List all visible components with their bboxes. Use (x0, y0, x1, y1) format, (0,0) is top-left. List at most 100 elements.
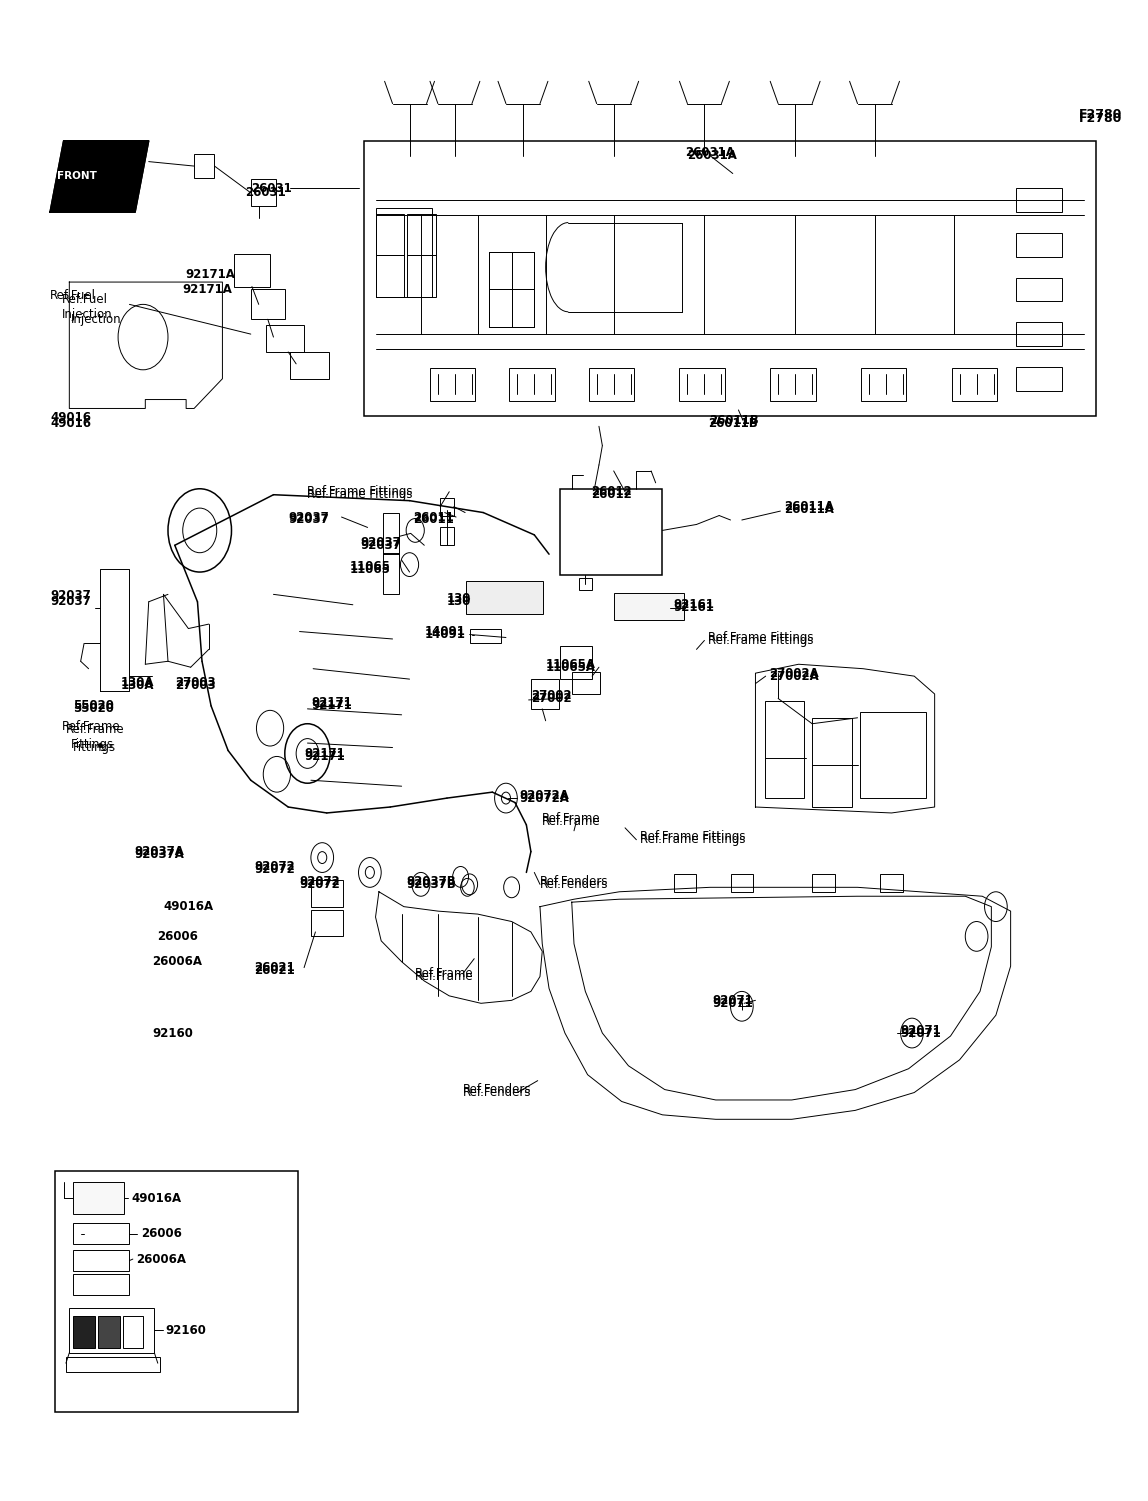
Text: 130: 130 (447, 596, 472, 608)
Bar (364, 141, 1095, 416)
Bar (510, 368, 554, 401)
Text: 92072: 92072 (254, 860, 295, 874)
Text: 92037B: 92037B (406, 875, 456, 889)
Bar (123, 1315, 144, 1348)
Bar (489, 290, 512, 327)
Bar (250, 180, 276, 206)
Bar (674, 874, 697, 892)
Text: Ref.Frame Fittings: Ref.Frame Fittings (308, 488, 413, 501)
Text: 92171: 92171 (304, 747, 344, 760)
Bar (952, 368, 996, 401)
Text: 11065A: 11065A (545, 657, 596, 671)
Text: 92071: 92071 (713, 997, 753, 1010)
Text: Injection: Injection (70, 312, 121, 326)
Text: 11065: 11065 (349, 560, 390, 572)
Text: 26006A: 26006A (153, 955, 202, 968)
Text: 92037: 92037 (51, 596, 91, 608)
Text: Ref.Fenders: Ref.Fenders (463, 1087, 532, 1099)
Text: 55020: 55020 (72, 699, 114, 713)
Text: 92037B: 92037B (406, 878, 456, 890)
Text: 26011B: 26011B (708, 417, 758, 429)
Bar (55, 1171, 298, 1412)
Bar (812, 874, 835, 892)
Text: 92037: 92037 (288, 510, 329, 524)
Text: 27002: 27002 (530, 689, 572, 702)
Text: 92037: 92037 (360, 536, 402, 549)
Text: Ref.Fenders: Ref.Fenders (540, 875, 608, 889)
Text: 26011: 26011 (413, 513, 453, 527)
Text: Ref.Frame Fittings: Ref.Frame Fittings (308, 485, 413, 498)
Text: 130: 130 (447, 593, 472, 605)
Bar (881, 874, 902, 892)
Text: Ref.Fuel: Ref.Fuel (61, 293, 108, 306)
Text: 92171: 92171 (304, 750, 344, 763)
Bar (194, 155, 215, 179)
Text: 55020: 55020 (72, 702, 114, 716)
Text: 92072: 92072 (254, 863, 295, 877)
Text: 26011: 26011 (413, 510, 453, 524)
Bar (1016, 366, 1062, 390)
Text: 92072: 92072 (300, 875, 340, 889)
Bar (383, 552, 400, 594)
Bar (375, 255, 404, 297)
Bar (470, 629, 502, 644)
Bar (770, 368, 815, 401)
Bar (589, 368, 634, 401)
Text: Ref.Frame: Ref.Frame (416, 970, 474, 983)
Text: 49016A: 49016A (132, 1192, 181, 1205)
Text: 27002A: 27002A (769, 666, 819, 680)
Text: Ref.Frame Fittings: Ref.Frame Fittings (708, 630, 813, 644)
Text: Ref.Frame Fittings: Ref.Frame Fittings (639, 830, 745, 844)
Text: 92037: 92037 (360, 539, 402, 552)
Bar (408, 213, 435, 255)
Bar (1016, 278, 1062, 302)
Text: 49016A: 49016A (163, 901, 214, 913)
Text: 92072A: 92072A (520, 788, 569, 802)
Bar (579, 578, 592, 590)
Bar (1016, 188, 1062, 212)
Text: Ref.Frame: Ref.Frame (61, 720, 121, 732)
Bar (375, 213, 404, 255)
Text: 26011B: 26011B (709, 414, 759, 426)
Bar (466, 581, 543, 614)
Text: Ref.Fenders: Ref.Fenders (463, 1084, 532, 1096)
Text: 130A: 130A (121, 678, 154, 692)
Bar (311, 910, 342, 937)
Bar (430, 368, 475, 401)
Bar (265, 326, 304, 351)
Bar (250, 290, 285, 320)
Text: 92071: 92071 (901, 1024, 941, 1037)
Text: F2780: F2780 (1079, 113, 1122, 125)
Text: Ref.Frame Fittings: Ref.Frame Fittings (639, 833, 745, 847)
Text: 92160: 92160 (165, 1324, 207, 1337)
Text: Ref.Frame: Ref.Frame (542, 815, 600, 829)
Bar (98, 1315, 121, 1348)
Text: 92037A: 92037A (134, 845, 184, 859)
Bar (290, 351, 329, 378)
Text: 92171: 92171 (311, 699, 351, 713)
Bar (730, 874, 753, 892)
Text: 26011A: 26011A (784, 500, 833, 513)
Bar (560, 489, 662, 575)
Text: Ref.Fuel: Ref.Fuel (51, 290, 96, 302)
Bar (530, 678, 559, 708)
Bar (383, 512, 400, 554)
Text: Fittings: Fittings (72, 741, 116, 754)
Text: 11065: 11065 (349, 563, 390, 575)
Text: 92161: 92161 (674, 599, 715, 611)
Bar (72, 1274, 130, 1295)
Bar (375, 207, 433, 297)
Text: 26031A: 26031A (685, 146, 735, 159)
Text: 92037: 92037 (288, 513, 329, 527)
Text: 26011A: 26011A (784, 503, 833, 516)
Bar (72, 1223, 130, 1244)
Bar (572, 671, 600, 693)
Bar (765, 701, 805, 799)
Bar (680, 368, 724, 401)
Text: 92072A: 92072A (520, 791, 569, 805)
Text: Ref.Frame Fittings: Ref.Frame Fittings (708, 633, 813, 647)
Bar (861, 368, 906, 401)
Text: 49016: 49016 (51, 417, 91, 429)
Text: 92071: 92071 (713, 994, 753, 1007)
Text: 92171A: 92171A (183, 284, 233, 296)
